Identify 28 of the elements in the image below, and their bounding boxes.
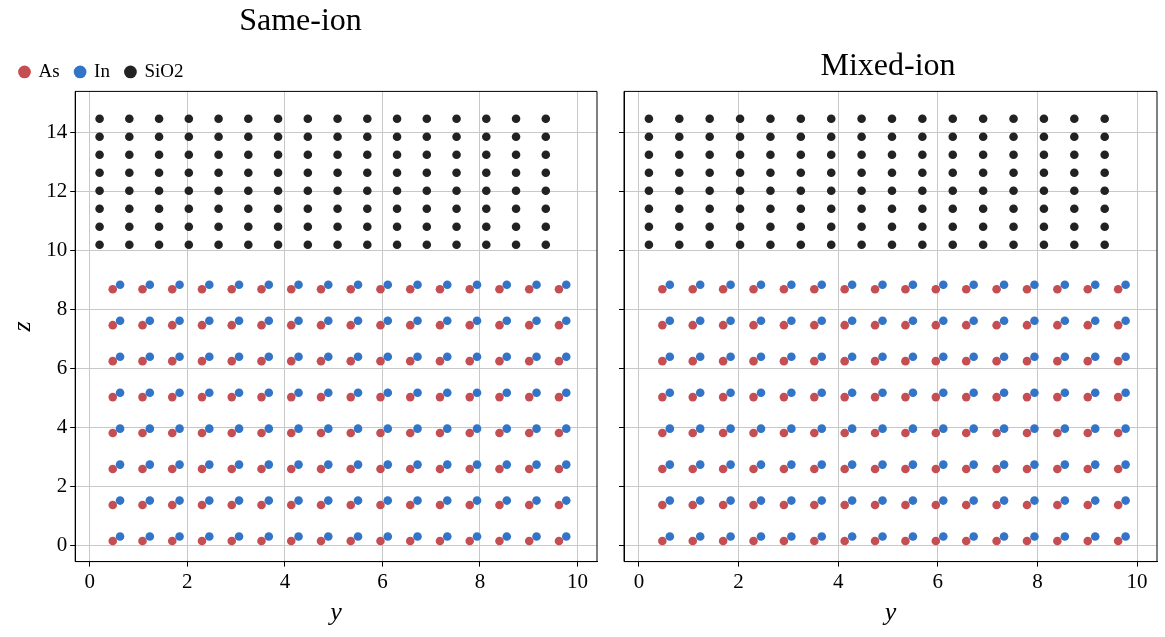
x-axis-title: y — [881, 597, 897, 627]
x-tick-label: 10 — [566, 568, 588, 593]
x-tick-label: 10 — [1126, 568, 1148, 593]
x-tick-label: 6 — [932, 568, 944, 593]
x-tick-label: 4 — [279, 568, 291, 593]
chart-title: Same-ion — [239, 0, 362, 37]
x-tick-label: 6 — [377, 568, 388, 593]
x-tick-label: 0 — [84, 568, 96, 593]
y-tick-label: 10 — [46, 237, 68, 262]
legend-label: SiO2 — [144, 59, 184, 81]
legend-label: In — [94, 59, 111, 81]
y-tick-label: 2 — [56, 472, 68, 497]
chart-title: Mixed-ion — [820, 45, 956, 82]
y-tick-label: 4 — [56, 413, 68, 438]
y-tick-label: 0 — [56, 531, 68, 556]
x-tick-label: 2 — [733, 568, 744, 593]
legend-label: As — [38, 59, 60, 81]
y-tick-label: 14 — [46, 119, 68, 144]
x-tick-label: 4 — [832, 568, 844, 593]
x-tick-label: 8 — [1032, 568, 1043, 593]
y-axis-title: z — [7, 321, 37, 333]
y-tick-label: 12 — [46, 178, 68, 203]
x-tick-label: 0 — [633, 568, 645, 593]
x-axis-title: y — [327, 597, 343, 627]
y-tick-label: 8 — [56, 296, 68, 321]
x-tick-label: 2 — [182, 568, 193, 593]
x-tick-label: 8 — [474, 568, 486, 593]
y-tick-label: 6 — [56, 355, 68, 380]
